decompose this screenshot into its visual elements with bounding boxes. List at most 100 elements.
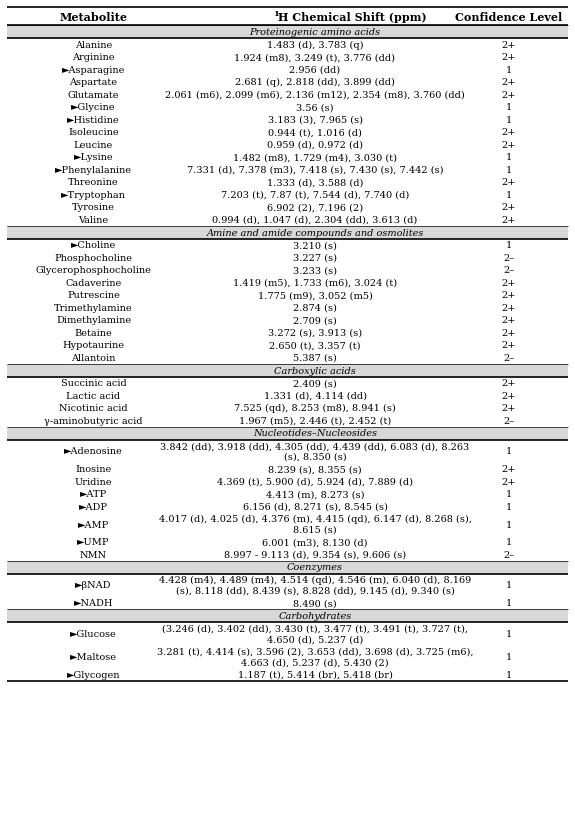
Text: Cadaverine: Cadaverine	[66, 278, 122, 287]
Text: 1: 1	[506, 241, 512, 250]
Text: 6.902 (2), 7.196 (2): 6.902 (2), 7.196 (2)	[267, 203, 363, 212]
Text: 1: 1	[506, 104, 512, 112]
Text: 1: 1	[506, 580, 512, 590]
Text: 1: 1	[506, 537, 512, 546]
Text: ►ADP: ►ADP	[79, 502, 108, 511]
Text: 3.272 (s), 3.913 (s): 3.272 (s), 3.913 (s)	[268, 329, 362, 337]
Text: Valine: Valine	[78, 215, 109, 224]
Text: Nicotinic acid: Nicotinic acid	[59, 404, 128, 412]
Bar	[7, 389, 568, 402]
Bar	[7, 114, 568, 127]
Text: 2+: 2+	[502, 78, 516, 87]
Text: ►AMP: ►AMP	[78, 520, 109, 529]
Text: 2+: 2+	[502, 465, 516, 474]
Text: Phosphocholine: Phosphocholine	[55, 253, 132, 262]
Text: 1.187 (t), 5.414 (br), 5.418 (br): 1.187 (t), 5.414 (br), 5.418 (br)	[237, 670, 392, 679]
Text: 1: 1	[506, 489, 512, 498]
Text: Allantoin: Allantoin	[71, 354, 116, 363]
Text: 1: 1	[506, 599, 512, 608]
Text: 2.956 (dd): 2.956 (dd)	[289, 65, 340, 75]
Text: 5.387 (s): 5.387 (s)	[293, 354, 337, 363]
Bar	[7, 500, 568, 513]
Bar	[7, 377, 568, 389]
Text: 2+: 2+	[502, 178, 516, 187]
Text: 2+: 2+	[502, 303, 516, 312]
Bar	[7, 475, 568, 488]
Text: ►Phenylalanine: ►Phenylalanine	[55, 166, 132, 175]
Bar	[7, 76, 568, 89]
Bar	[7, 8, 568, 26]
Text: γ-aminobutyric acid: γ-aminobutyric acid	[44, 416, 143, 426]
Bar	[7, 89, 568, 101]
Text: ►Choline: ►Choline	[71, 241, 116, 250]
Bar	[7, 101, 568, 114]
Text: 2–: 2–	[504, 266, 515, 275]
Text: 2.409 (s): 2.409 (s)	[293, 378, 337, 388]
Text: Nucleotides–Nucleosides: Nucleotides–Nucleosides	[253, 429, 377, 438]
Bar	[7, 201, 568, 214]
Bar	[7, 488, 568, 500]
Text: Hypotaurine: Hypotaurine	[63, 341, 125, 349]
Text: ►Glucose: ►Glucose	[70, 629, 117, 638]
Text: Succinic acid: Succinic acid	[60, 378, 126, 388]
Text: 1: 1	[506, 670, 512, 679]
Bar	[7, 609, 568, 623]
Bar	[7, 51, 568, 64]
Text: ►Glycogen: ►Glycogen	[67, 670, 120, 679]
Text: ►βNAD: ►βNAD	[75, 580, 112, 590]
Text: 2–: 2–	[504, 416, 515, 426]
Bar	[7, 574, 568, 597]
Bar	[7, 597, 568, 609]
Text: 2–: 2–	[504, 354, 515, 363]
Text: 2+: 2+	[502, 392, 516, 400]
Text: 7.203 (t), 7.87 (t), 7.544 (d), 7.740 (d): 7.203 (t), 7.87 (t), 7.544 (d), 7.740 (d…	[221, 190, 409, 200]
Bar	[7, 239, 568, 252]
Text: Leucine: Leucine	[74, 141, 113, 150]
Text: 1: 1	[506, 520, 512, 529]
Bar	[7, 645, 568, 668]
Bar	[7, 252, 568, 264]
Text: Trimethylamine: Trimethylamine	[54, 303, 133, 312]
Text: 2+: 2+	[502, 329, 516, 337]
Text: ►Lysine: ►Lysine	[74, 153, 113, 162]
Bar	[7, 326, 568, 339]
Bar	[7, 152, 568, 164]
Text: Alanine: Alanine	[75, 41, 112, 50]
Text: 0.994 (d), 1.047 (d), 2.304 (dd), 3.613 (d): 0.994 (d), 1.047 (d), 2.304 (dd), 3.613 …	[212, 215, 417, 224]
Text: 1: 1	[506, 65, 512, 75]
Bar	[7, 623, 568, 645]
Text: 6.001 (m3), 8.130 (d): 6.001 (m3), 8.130 (d)	[262, 537, 368, 546]
Text: 1.419 (m5), 1.733 (m6), 3.024 (t): 1.419 (m5), 1.733 (m6), 3.024 (t)	[233, 278, 397, 287]
Text: Glycerophosphocholine: Glycerophosphocholine	[36, 266, 151, 275]
Text: 2.650 (t), 3.357 (t): 2.650 (t), 3.357 (t)	[269, 341, 361, 349]
Bar	[7, 64, 568, 76]
Text: 4.017 (d), 4.025 (d), 4.376 (m), 4.415 (qd), 6.147 (d), 8.268 (s),
8.615 (s): 4.017 (d), 4.025 (d), 4.376 (m), 4.415 (…	[159, 515, 472, 534]
Bar	[7, 139, 568, 152]
Text: 1: 1	[273, 9, 279, 17]
Bar	[7, 463, 568, 475]
Bar	[7, 26, 568, 39]
Text: Carboxylic acids: Carboxylic acids	[274, 366, 356, 375]
Text: ►Adenosine: ►Adenosine	[64, 447, 123, 456]
Text: 3.227 (s): 3.227 (s)	[293, 253, 337, 262]
Text: ►Histidine: ►Histidine	[67, 116, 120, 124]
Text: 8.997 - 9.113 (d), 9.354 (s), 9.606 (s): 8.997 - 9.113 (d), 9.354 (s), 9.606 (s)	[224, 550, 406, 559]
Text: Confidence Level: Confidence Level	[455, 12, 562, 22]
Text: 1.924 (m8), 3.249 (t), 3.776 (dd): 1.924 (m8), 3.249 (t), 3.776 (dd)	[235, 53, 396, 62]
Text: 1: 1	[506, 652, 512, 662]
Text: 1: 1	[506, 153, 512, 162]
Bar	[7, 226, 568, 239]
Text: 2.709 (s): 2.709 (s)	[293, 315, 337, 325]
Text: Arginine: Arginine	[72, 53, 115, 62]
Text: 0.959 (d), 0.972 (d): 0.959 (d), 0.972 (d)	[267, 141, 363, 150]
Bar	[7, 536, 568, 548]
Text: 1.775 (m9), 3.052 (m5): 1.775 (m9), 3.052 (m5)	[258, 291, 373, 300]
Text: Coenzymes: Coenzymes	[287, 563, 343, 572]
Bar	[7, 214, 568, 226]
Bar	[7, 364, 568, 377]
Text: 0.944 (t), 1.016 (d): 0.944 (t), 1.016 (d)	[268, 128, 362, 137]
Bar	[7, 189, 568, 201]
Text: NMN: NMN	[80, 550, 107, 559]
Text: (3.246 (d), 3.402 (dd), 3.430 (t), 3.477 (t), 3.491 (t), 3.727 (t),
4.650 (d), 5: (3.246 (d), 3.402 (dd), 3.430 (t), 3.477…	[162, 624, 468, 643]
Bar	[7, 277, 568, 289]
